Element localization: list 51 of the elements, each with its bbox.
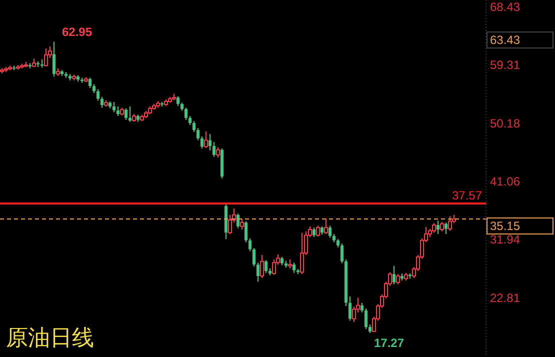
candlestick (312, 227, 316, 238)
candlestick (360, 302, 364, 313)
candlestick (212, 142, 216, 158)
candlestick (328, 225, 332, 238)
candlestick (364, 308, 368, 330)
candlestick (284, 260, 288, 268)
candlestick (436, 220, 440, 234)
y-tick-label: 50.18 (490, 116, 520, 130)
candlestick (200, 136, 204, 150)
candlestick (336, 238, 340, 248)
candlestick (340, 243, 344, 264)
y-tick-label: 68.43 (490, 0, 520, 14)
candlestick (264, 260, 268, 274)
text: 63.43 (490, 33, 520, 48)
candlestick (344, 258, 348, 306)
candlestick (392, 265, 396, 285)
candlestick (256, 262, 260, 282)
candlestick (400, 272, 404, 281)
candlestick (52, 41, 56, 77)
candlestick (192, 120, 196, 132)
candlestick (184, 107, 188, 120)
y-tick-label: 41.06 (490, 174, 520, 189)
candlestick (60, 70, 64, 76)
candlestick (36, 60, 40, 68)
candlestick (188, 116, 192, 126)
candlestick (268, 268, 272, 276)
candlestick (252, 247, 256, 267)
candlestick (64, 72, 68, 78)
ref-line-label: 37.57 (452, 188, 482, 203)
candlestick (292, 262, 296, 274)
candlestick (92, 84, 96, 94)
y-tick-label: 31.94 (490, 232, 520, 247)
y-tick-label: 59.31 (490, 58, 520, 72)
candlestick (332, 233, 336, 243)
candlestick (68, 73, 72, 81)
candlestick (100, 96, 104, 108)
annotation: 17.27 (374, 336, 404, 350)
y-tick-label: 22.81 (490, 290, 520, 305)
candlestick (196, 128, 200, 141)
candlestick (116, 106, 120, 117)
candlestick (368, 324, 372, 334)
candlestick (244, 220, 248, 243)
ref-line-label: 35.15 (490, 219, 520, 234)
candlestick (444, 222, 448, 234)
candlestick (180, 102, 184, 112)
candlestick (220, 148, 224, 179)
candlestick (128, 106, 132, 122)
annotation: 62.95 (62, 24, 92, 39)
candlestick (76, 74, 80, 82)
text: 原油日线 (6, 325, 94, 350)
candlestick (208, 133, 212, 151)
